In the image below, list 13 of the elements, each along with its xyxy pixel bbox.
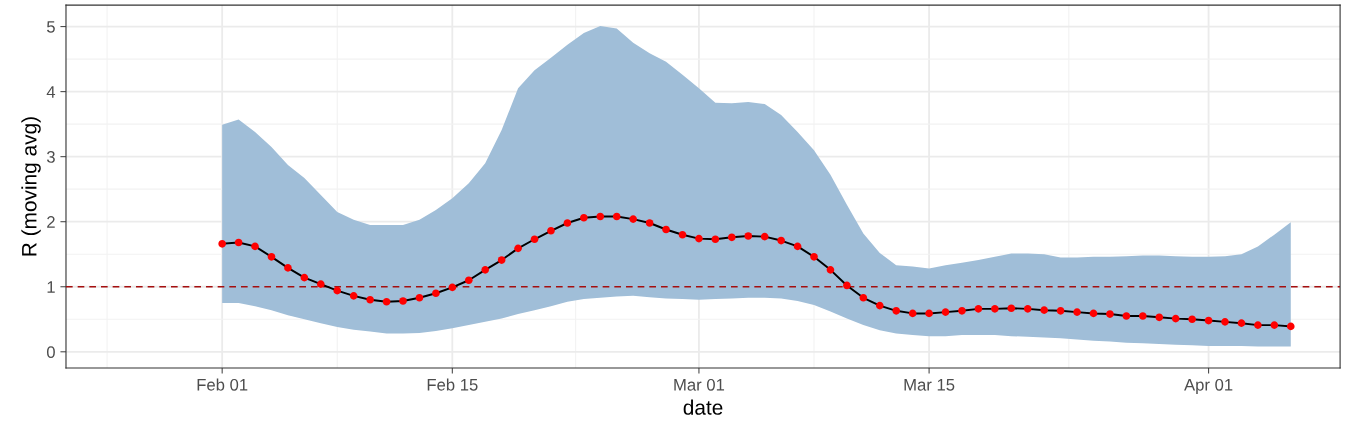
x-tick-label: Feb 01: [197, 378, 248, 391]
y-tick-label: 5: [46, 21, 55, 33]
y-tick-label: 3: [46, 151, 55, 163]
x-tick-label: Feb 15: [427, 378, 478, 391]
x-tick-label: Mar 15: [904, 379, 955, 391]
x-axis-title: date: [683, 399, 723, 415]
y-tick-label: 0: [46, 346, 55, 358]
y-tick-label: 4: [46, 86, 56, 98]
y-axis-title: R (moving avg): [21, 117, 41, 256]
y-tick-label: 2: [47, 216, 55, 228]
x-tick-label: Mar 01: [674, 378, 725, 391]
x-tick-label: Apr 01: [1184, 378, 1233, 394]
y-tick-label: 1: [47, 281, 55, 293]
